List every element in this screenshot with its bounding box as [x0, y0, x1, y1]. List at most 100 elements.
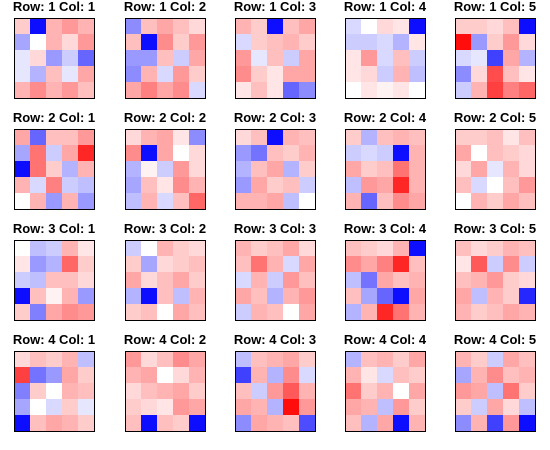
heatmap-cell	[409, 66, 425, 82]
heatmap-cell	[377, 145, 393, 161]
heatmap-cell	[46, 240, 62, 256]
heatmap-cell	[267, 34, 283, 50]
heatmap-cell	[30, 129, 46, 145]
heatmap-cell	[503, 367, 519, 383]
heatmap-panel-r2-c2: Row: 2 Col: 2	[124, 110, 206, 210]
heatmap-cell	[125, 415, 141, 431]
heatmap-cell	[299, 399, 315, 415]
heatmap-cell	[235, 415, 251, 431]
heatmap-cell	[173, 18, 189, 34]
heatmap-cell	[46, 50, 62, 66]
heatmap-cell	[157, 66, 173, 82]
heatmap-cell	[141, 272, 157, 288]
heatmap-cell	[62, 240, 78, 256]
heatmap-cell	[409, 351, 425, 367]
heatmap-cell	[299, 367, 315, 383]
heatmap-cell	[235, 288, 251, 304]
heatmap-cell	[283, 288, 299, 304]
heatmap-cell	[78, 18, 94, 34]
heatmap-cell	[345, 50, 361, 66]
panel-frame	[125, 18, 206, 99]
heatmap-cell	[173, 161, 189, 177]
heatmap-cell	[157, 304, 173, 320]
heatmap-cell	[487, 145, 503, 161]
heatmap-cell	[125, 351, 141, 367]
heatmap-cell	[361, 66, 377, 82]
heatmap-cell	[455, 129, 471, 145]
heatmap-cell	[157, 129, 173, 145]
heatmap-cell	[173, 288, 189, 304]
heatmap-cell	[487, 66, 503, 82]
heatmap-cell	[141, 66, 157, 82]
heatmap-cell	[409, 256, 425, 272]
heatmap-cell	[30, 256, 46, 272]
heatmap-cell	[14, 50, 30, 66]
heatmap-cell	[125, 193, 141, 209]
heatmap-cell	[299, 145, 315, 161]
heatmap-cell	[189, 34, 205, 50]
heatmap-cell	[345, 18, 361, 34]
heatmap-cell	[125, 272, 141, 288]
heatmap-cell	[487, 367, 503, 383]
heatmap-cell	[519, 193, 535, 209]
heatmap-cell	[14, 383, 30, 399]
heatmap-cell	[393, 256, 409, 272]
heatmap-cell	[189, 240, 205, 256]
heatmap-cell	[125, 256, 141, 272]
heatmap-cell	[345, 383, 361, 399]
heatmap-cell	[377, 240, 393, 256]
heatmap-cell	[62, 18, 78, 34]
heatmap-cell	[46, 18, 62, 34]
heatmap-cell	[62, 415, 78, 431]
heatmap-cell	[455, 288, 471, 304]
heatmap-cell	[487, 193, 503, 209]
heatmap-cell	[283, 66, 299, 82]
heatmap-cell	[267, 367, 283, 383]
heatmap-cell	[471, 367, 487, 383]
heatmap-cell	[393, 50, 409, 66]
panel-title: Row: 3 Col: 1	[13, 221, 95, 236]
heatmap-cell	[455, 161, 471, 177]
heatmap-cell	[283, 161, 299, 177]
heatmap-cell	[125, 240, 141, 256]
heatmap-cell	[409, 129, 425, 145]
heatmap-cell	[14, 367, 30, 383]
heatmap-cell	[267, 66, 283, 82]
heatmap-cell	[503, 288, 519, 304]
heatmap-cell	[377, 161, 393, 177]
heatmap-cell	[267, 304, 283, 320]
heatmap-cell	[157, 399, 173, 415]
panel-frame	[125, 129, 206, 210]
heatmap-cell	[46, 129, 62, 145]
panel-frame	[235, 240, 316, 321]
heatmap-cell	[361, 129, 377, 145]
heatmap-cell	[487, 129, 503, 145]
heatmap-cell	[141, 161, 157, 177]
heatmap-cell	[235, 256, 251, 272]
heatmap-cell	[251, 256, 267, 272]
heatmap-cell	[455, 415, 471, 431]
heatmap-cell	[141, 351, 157, 367]
heatmap-cell	[251, 161, 267, 177]
heatmap-cell	[30, 288, 46, 304]
heatmap-cell	[471, 193, 487, 209]
heatmap-cell	[487, 304, 503, 320]
heatmap-cell	[189, 415, 205, 431]
heatmap-cell	[519, 288, 535, 304]
panel-frame	[125, 351, 206, 432]
heatmap-cell	[361, 383, 377, 399]
heatmap-cell	[14, 161, 30, 177]
heatmap-cell	[377, 288, 393, 304]
heatmap-cell	[519, 240, 535, 256]
heatmap-cell	[173, 272, 189, 288]
heatmap-cell	[267, 177, 283, 193]
heatmap-cell	[393, 383, 409, 399]
heatmap-cell	[409, 50, 425, 66]
heatmap-cell	[173, 82, 189, 98]
heatmap-cell	[519, 272, 535, 288]
panel-title: Row: 1 Col: 1	[13, 0, 95, 14]
heatmap-cell	[235, 304, 251, 320]
heatmap-cell	[189, 367, 205, 383]
heatmap-cell	[157, 367, 173, 383]
heatmap-cell	[235, 66, 251, 82]
